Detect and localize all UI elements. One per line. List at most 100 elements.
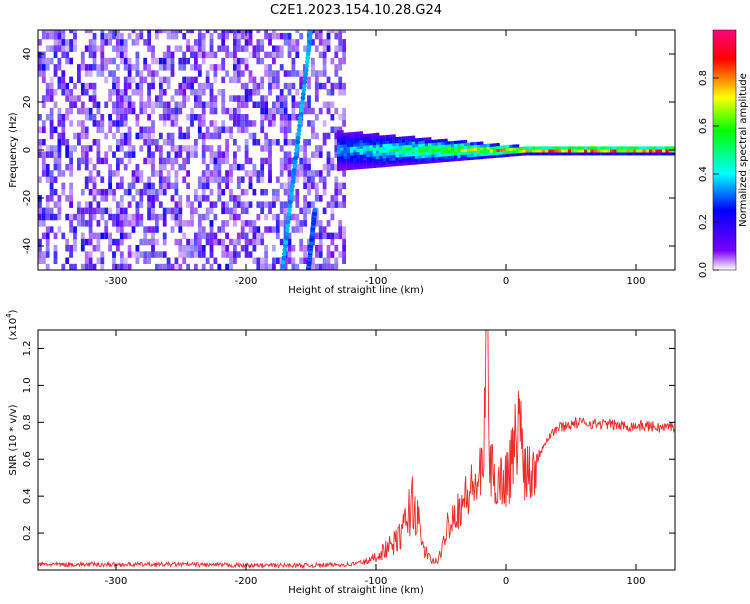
heatmap-cell <box>233 120 237 127</box>
heatmap-cell <box>229 176 233 183</box>
heatmap-cell <box>92 245 97 252</box>
heatmap-cell <box>41 76 46 84</box>
heatmap-cell <box>322 51 327 59</box>
heatmap-cell <box>295 226 300 233</box>
heatmap-band-cell <box>528 146 533 150</box>
heatmap-band-cell <box>444 138 448 142</box>
heatmap-band-cell <box>337 162 341 166</box>
heatmap-cell <box>311 126 315 133</box>
heatmap-cell <box>151 213 155 221</box>
heatmap-cell <box>221 220 226 227</box>
heatmap-cell <box>209 101 214 108</box>
heatmap-band-cell <box>613 146 617 150</box>
heatmap-cell <box>53 30 58 34</box>
heatmap-cell <box>342 257 346 264</box>
heatmap-cell <box>135 188 140 196</box>
heatmap-cell <box>229 213 233 221</box>
heatmap-band-cell <box>385 143 390 147</box>
heatmap-cell <box>69 195 73 202</box>
heatmap-cell <box>104 226 109 233</box>
heatmap-cell <box>201 32 206 40</box>
heatmap-cell <box>272 57 276 65</box>
heatmap-cell <box>116 145 120 152</box>
heatmap-band-cell <box>353 143 357 147</box>
heatmap-cell <box>252 120 257 127</box>
heatmap-cell <box>330 114 335 121</box>
heatmap-cell <box>272 195 276 202</box>
heatmap-cell <box>96 157 101 165</box>
heatmap-cell <box>65 45 70 52</box>
heatmap-band-cell <box>597 149 601 153</box>
heatmap-cell <box>53 257 58 264</box>
heatmap-band-cell <box>444 156 448 160</box>
heatmap-cell <box>303 145 307 152</box>
colorbar-label: Normalized spectral amplitude <box>738 73 749 227</box>
heatmap-band-cell <box>470 142 474 146</box>
heatmap-cell <box>53 188 58 196</box>
y-tick-label: -40 <box>22 238 33 254</box>
heatmap-band-cell <box>454 155 458 159</box>
heatmap-cell <box>135 64 140 71</box>
heatmap-cell <box>291 45 296 52</box>
heatmap-cell <box>108 126 112 133</box>
heatmap-cell <box>119 257 124 264</box>
heatmap-cell <box>201 151 206 158</box>
heatmap-cell <box>155 95 159 102</box>
heatmap-cell <box>108 238 112 246</box>
heatmap-band-cell <box>395 148 399 152</box>
heatmap-cell <box>240 101 245 108</box>
heatmap-cell <box>197 176 202 183</box>
heatmap-band-cell <box>444 158 448 162</box>
heatmap-band-cell <box>415 146 419 151</box>
heatmap-cell <box>264 188 268 196</box>
heatmap-cell <box>295 30 300 34</box>
heatmap-cell <box>236 145 241 152</box>
heatmap-cell <box>49 207 54 215</box>
heatmap-cell <box>272 226 276 233</box>
heatmap-cell <box>252 101 257 108</box>
heatmap-cell <box>158 101 163 108</box>
heatmap-cell <box>108 207 112 215</box>
heatmap-cell <box>225 245 229 252</box>
heatmap-cell <box>283 157 288 165</box>
heatmap-cell <box>112 263 116 270</box>
heatmap-band-cell <box>379 138 383 142</box>
heatmap-cell <box>178 213 183 221</box>
heatmap-cell <box>236 30 241 34</box>
heatmap-band-cell <box>379 135 383 139</box>
heatmap-band-cell <box>340 144 344 148</box>
heatmap-streak-cell <box>297 119 303 125</box>
heatmap-cell <box>119 139 124 146</box>
heatmap-cell <box>178 64 183 71</box>
heatmap-cell <box>248 95 253 102</box>
heatmap-cell <box>178 163 183 171</box>
heatmap-cell <box>127 76 132 84</box>
heatmap-cell <box>260 95 265 102</box>
heatmap-cell <box>119 182 124 190</box>
heatmap-cell <box>240 30 245 34</box>
heatmap-cell <box>77 201 81 208</box>
heatmap-band-cell <box>353 140 357 144</box>
heatmap-cell <box>116 207 120 215</box>
heatmap-cell <box>256 232 261 240</box>
heatmap-band-cell <box>356 157 360 161</box>
heatmap-band-cell <box>486 143 490 147</box>
heatmap-cell <box>182 82 187 90</box>
heatmap-cell <box>186 126 190 133</box>
heatmap-streak-cell <box>296 131 301 137</box>
heatmap-cell <box>49 213 54 221</box>
heatmap-cell <box>112 220 116 227</box>
heatmap-band-cell <box>346 155 351 159</box>
heatmap-cell <box>57 76 62 84</box>
heatmap-band-cell <box>411 150 416 154</box>
heatmap-band-cell <box>372 141 377 145</box>
heatmap-cell <box>143 107 148 115</box>
heatmap-cell <box>209 120 214 127</box>
heatmap-cell <box>197 51 202 59</box>
heatmap-cell <box>225 207 229 215</box>
heatmap-cell <box>217 132 222 140</box>
heatmap-cell <box>69 188 73 196</box>
heatmap-cell <box>69 39 73 46</box>
heatmap-cell <box>244 32 249 40</box>
heatmap-band-cell <box>447 149 451 154</box>
